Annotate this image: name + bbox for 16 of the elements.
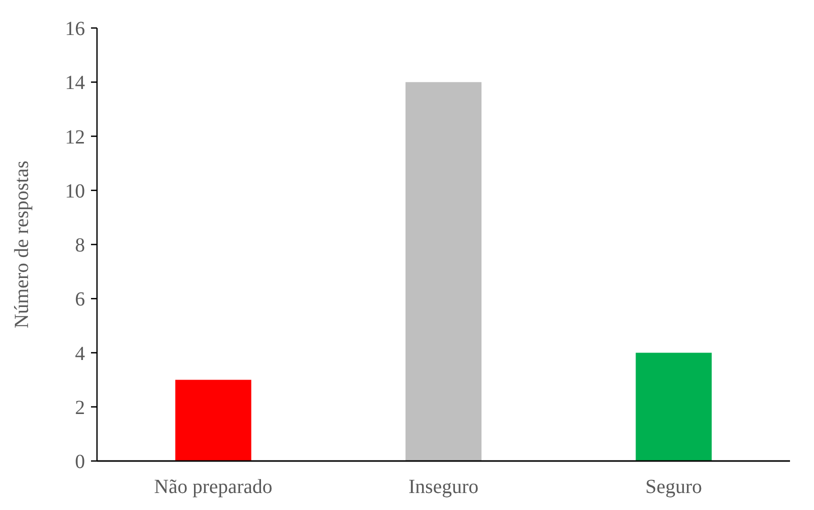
x-tick-label: Seguro	[645, 476, 702, 498]
bar	[406, 82, 482, 461]
x-tick-label: Não preparado	[154, 476, 272, 498]
y-tick-label: 0	[75, 451, 85, 473]
y-tick-label: 12	[65, 126, 85, 148]
bar	[636, 352, 712, 461]
bar	[175, 380, 252, 461]
x-tick-label: Inseguro	[408, 476, 478, 498]
y-tick-label: 6	[75, 288, 85, 311]
y-tick-label: 16	[65, 18, 85, 40]
y-tick-label: 4	[75, 342, 85, 365]
y-tick-label: 2	[75, 396, 85, 419]
y-tick-label: 10	[65, 180, 85, 202]
y-tick-label: 8	[75, 234, 85, 256]
y-axis-title: Número de respostas	[11, 160, 33, 328]
y-tick-label: 14	[65, 72, 85, 94]
